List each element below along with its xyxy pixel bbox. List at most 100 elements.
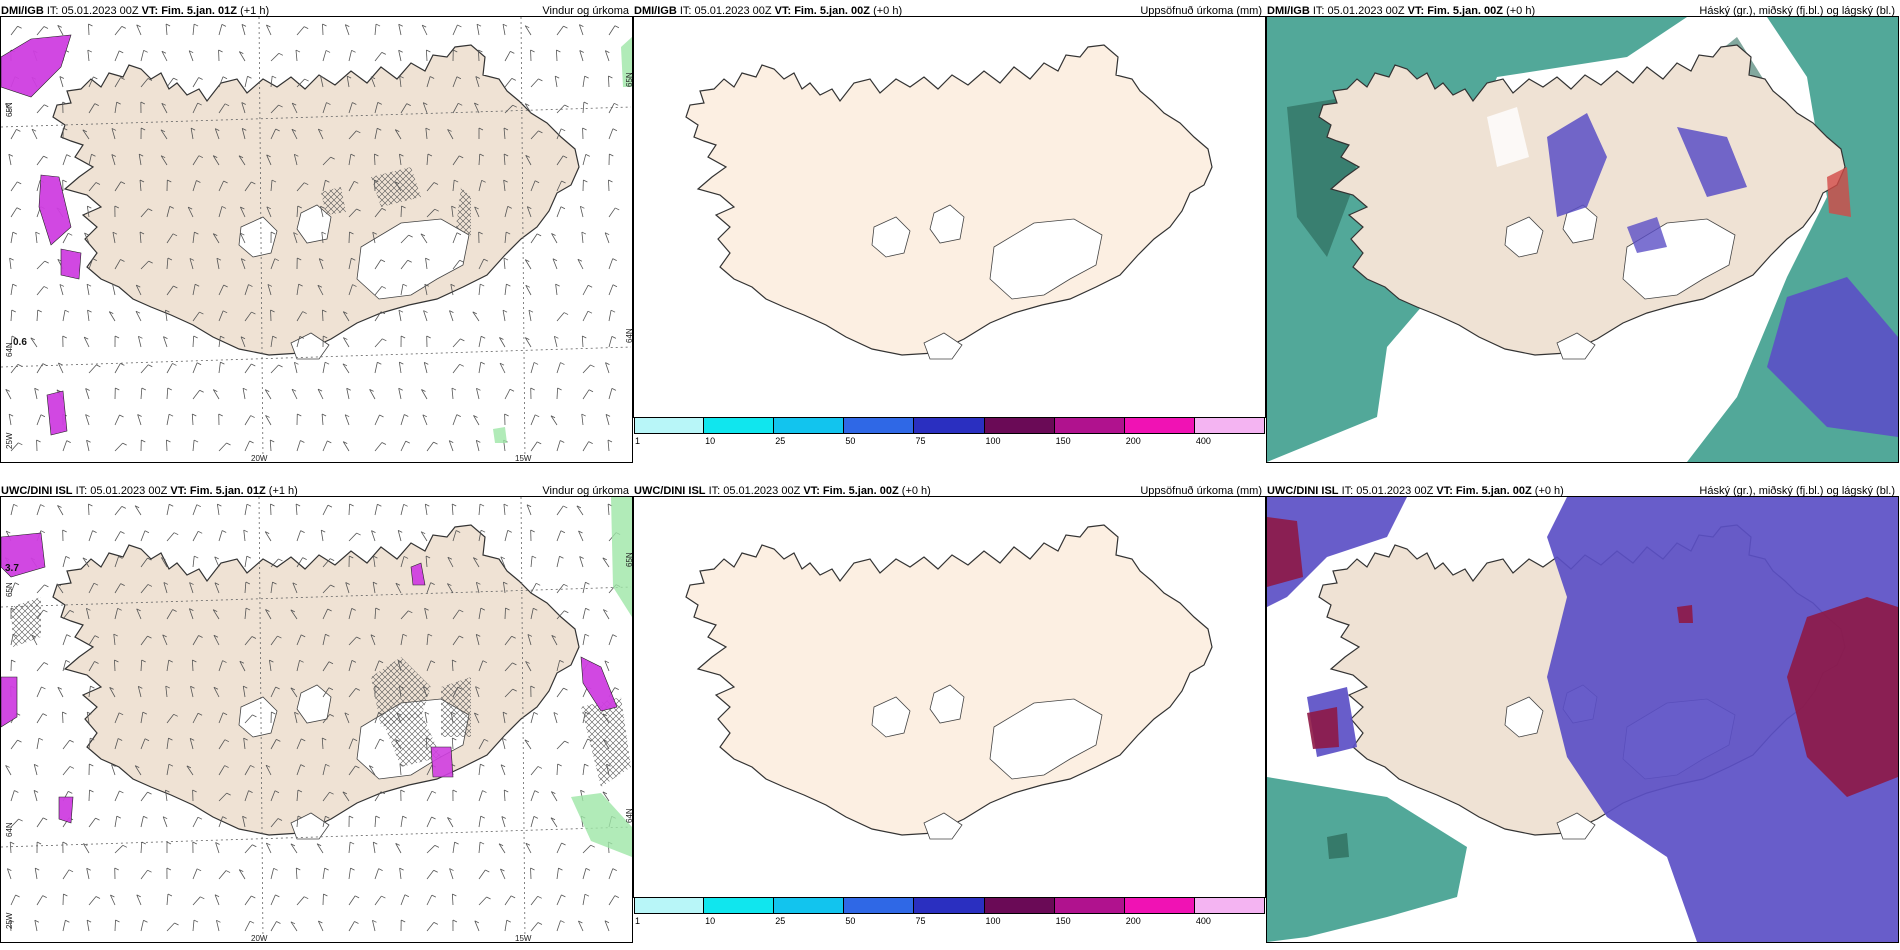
wind-barb-feather	[531, 555, 537, 559]
colorbar: 1 10 25 50 75 100 150 200 400	[634, 897, 1265, 927]
wind-barb-feather	[174, 532, 179, 536]
colorbar-tick: 75	[915, 916, 926, 926]
wind-barb-feather	[63, 127, 68, 131]
wind-barb-feather	[86, 919, 92, 923]
wind-barb-feather	[525, 661, 530, 664]
wind-barb	[244, 608, 247, 620]
wind-barb	[425, 258, 428, 270]
wind-barb-feather	[17, 364, 23, 367]
wind-barb-feather	[378, 660, 384, 664]
wind-barb	[134, 505, 142, 516]
wind-barb-feather	[554, 335, 559, 339]
wind-barb-feather	[189, 738, 195, 741]
colorbar-swatch	[984, 897, 1055, 914]
wind-barb	[504, 78, 513, 88]
wind-barb	[556, 387, 558, 400]
wind-barb	[296, 336, 301, 348]
wind-barb	[62, 660, 67, 672]
mid-cloud	[1627, 217, 1667, 253]
wind-barb-feather	[585, 154, 590, 157]
wind-barb	[36, 504, 41, 516]
wind-barb	[8, 414, 12, 426]
wind-barb	[265, 842, 272, 854]
wind-barb	[166, 714, 175, 724]
wind-barb-feather	[346, 75, 352, 79]
wind-barb	[218, 206, 223, 218]
wind-barb	[503, 154, 506, 166]
wind-barb	[582, 738, 588, 750]
wind-barb	[398, 362, 402, 374]
wind-barb	[322, 362, 326, 374]
wind-barb	[342, 311, 350, 322]
wind-barb-feather	[510, 895, 516, 899]
wind-barb	[57, 687, 64, 698]
colorbar-swatch	[704, 417, 775, 434]
wind-barb	[582, 582, 586, 594]
wind-barb-feather	[369, 765, 374, 768]
wind-barb-feather	[317, 284, 323, 288]
wind-barb-feather	[199, 389, 204, 393]
wind-barb-feather	[148, 208, 153, 212]
wind-barb-feather	[62, 529, 67, 533]
wind-barb	[374, 607, 377, 620]
wind-barb-feather	[530, 49, 535, 53]
wind-barb	[192, 440, 195, 452]
wind-barb-feather	[400, 789, 405, 793]
wind-barb-feather	[82, 129, 87, 133]
wind-barb	[192, 335, 195, 348]
wind-barb	[500, 868, 506, 880]
wind-barb	[136, 894, 142, 906]
wind-barb	[556, 584, 565, 594]
wind-barb	[343, 337, 350, 348]
precip-value-label: 3.7	[5, 563, 19, 574]
wind-barb-feather	[265, 764, 271, 768]
wind-barb-feather	[93, 76, 98, 80]
wind-barb-feather	[291, 128, 297, 132]
lead-time: (+1 h)	[240, 5, 270, 17]
wind-barb	[10, 232, 14, 244]
wind-barb	[374, 208, 383, 218]
wind-barb-feather	[349, 503, 354, 507]
wind-barb	[59, 76, 64, 88]
wind-barb-feather	[560, 440, 565, 443]
wind-barb-feather	[483, 258, 488, 262]
wind-barb-feather	[381, 52, 386, 55]
wind-barb-feather	[420, 233, 426, 237]
wind-barb	[114, 77, 121, 88]
wind-barb-feather	[560, 362, 565, 365]
wind-barb-feather	[5, 765, 10, 768]
wind-barb	[192, 531, 199, 542]
wind-barb-feather	[59, 284, 65, 287]
graticule-line	[258, 497, 264, 942]
wind-barb	[136, 608, 142, 620]
wind-barb-feather	[246, 555, 251, 559]
wind-barb	[550, 791, 558, 802]
map-panel-4: UWC/DINI ISL IT: 05.01.2023 00Z VT: Fim.…	[0, 480, 633, 943]
wind-barb	[400, 414, 405, 426]
wind-barb-feather	[500, 764, 506, 768]
wind-barb	[395, 843, 402, 854]
wind-barb	[322, 868, 326, 880]
wind-barb	[163, 582, 168, 594]
wind-barb-feather	[222, 816, 227, 819]
precip-area	[430, 746, 454, 778]
wind-barb-feather	[223, 284, 228, 288]
wind-barb	[36, 363, 44, 374]
wind-barb	[10, 25, 18, 36]
precip-area	[580, 656, 618, 712]
wind-barb-feather	[405, 440, 410, 444]
wind-barb	[348, 284, 353, 296]
wind-barb-feather	[147, 791, 152, 795]
colorbar-tick: 400	[1195, 916, 1211, 926]
wind-barb	[88, 76, 94, 88]
wind-barb-feather	[587, 310, 593, 314]
wind-barb	[192, 311, 200, 322]
wind-barb-feather	[294, 361, 299, 365]
wind-barb-feather	[557, 387, 562, 391]
wind-barb-feather	[278, 558, 283, 562]
wind-barb-feather	[354, 180, 359, 184]
wind-barb-feather	[399, 867, 404, 871]
wind-barb-feather	[427, 633, 433, 637]
panel-header: DMI/IGB IT: 05.01.2023 00Z VT: Fim. 5.ja…	[633, 0, 1266, 20]
wind-barb	[344, 24, 350, 36]
